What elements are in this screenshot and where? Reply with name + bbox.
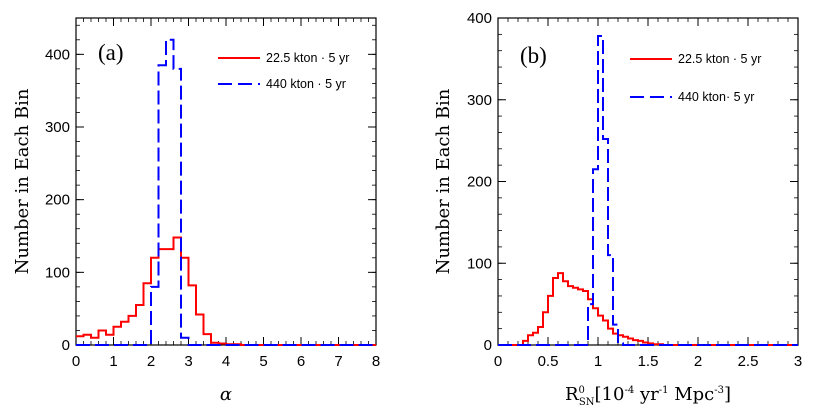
histogram-series-2 [76, 38, 376, 346]
x-tick-label: 0 [72, 353, 80, 370]
x-tick-label: 2 [147, 353, 155, 370]
x-label-r: R [565, 384, 579, 405]
panel-a-tag: (a) [98, 40, 124, 65]
x-label-yr: yr [634, 384, 659, 405]
y-tick-label: 0 [62, 337, 70, 354]
panel-a-axes-frame [75, 17, 377, 346]
x-tick-label: 4 [222, 353, 230, 370]
x-tick-label: 2.5 [738, 353, 759, 370]
x-label-bracket: [10 [595, 384, 625, 405]
x-label-exp3: -3 [714, 385, 724, 396]
panel-b-series [498, 35, 798, 346]
y-tick-label: 200 [467, 174, 492, 191]
panel-b-legend-label-1: 22.5 kton · 5 yr [678, 52, 761, 66]
y-tick-label: 0 [484, 337, 492, 354]
x-label-exp2: -1 [659, 385, 669, 396]
x-tick-label: 0.5 [538, 353, 559, 370]
y-tick-label: 200 [45, 192, 70, 209]
histogram-series-1 [76, 236, 376, 346]
panel-a-legend-label-1: 22.5 kton · 5 yr [266, 51, 349, 65]
x-tick-label: 6 [297, 353, 305, 370]
y-tick-label: 300 [45, 119, 70, 136]
panel-a-plot-frame [75, 17, 377, 346]
x-tick-label: 3 [794, 353, 802, 370]
panel-a-x-axis-label: α [220, 384, 232, 405]
y-tick-label: 300 [467, 92, 492, 109]
panel-b: 0 0.5 1 1.5 2 2.5 3 0 100 200 300 400 (b) 22.5 kton… [433, 10, 802, 408]
panel-a-y-axis-label: Number in Each Bin [12, 88, 33, 274]
panel-a: 0 1 2 3 4 5 6 7 8 0 100 200 300 400 (a) 22.5 kton · 5… [12, 17, 380, 405]
panel-a-series [76, 38, 376, 346]
x-tick-label: 1 [594, 353, 602, 370]
x-tick-label: 8 [372, 353, 380, 370]
x-label-mpc: Mpc [668, 384, 714, 405]
y-tick-label: 100 [45, 264, 70, 281]
x-label-sup: 0 [579, 385, 585, 396]
x-tick-label: 5 [259, 353, 267, 370]
x-tick-label: 2 [694, 353, 702, 370]
panel-b-legend: 22.5 kton · 5 yr 440 kton· 5 yr [630, 52, 761, 104]
panel-b-y-axis-label: Number in Each Bin [433, 88, 454, 274]
y-tick-label: 400 [467, 10, 492, 27]
x-tick-label: 7 [334, 353, 342, 370]
x-tick-label: 3 [184, 353, 192, 370]
y-tick-label: 400 [45, 46, 70, 63]
panel-a-ticks: 0 1 2 3 4 5 6 7 8 0 100 200 300 400 [45, 18, 380, 370]
panel-b-ticks: 0 0.5 1 1.5 2 2.5 3 0 100 200 300 400 [467, 10, 802, 370]
x-tick-label: 0 [494, 353, 502, 370]
y-tick-label: 100 [467, 255, 492, 272]
panel-b-tag: (b) [520, 43, 547, 68]
x-tick-label: 1.5 [638, 353, 659, 370]
histogram-series-2 [498, 35, 798, 346]
panel-b-x-axis-label: R0 SN[10-4 yr-1 Mpc-3] [565, 384, 731, 408]
x-label-close: ] [724, 384, 731, 405]
panel-a-legend-label-2: 440 kton · 5 yr [266, 77, 346, 91]
x-tick-label: 1 [109, 353, 117, 370]
histogram-series-1 [498, 272, 798, 346]
panel-a-legend: 22.5 kton · 5 yr 440 kton · 5 yr [218, 51, 349, 91]
x-label-sub: SN [579, 397, 595, 408]
x-label-exp1: -4 [624, 385, 634, 396]
panel-b-legend-label-2: 440 kton· 5 yr [678, 90, 754, 104]
